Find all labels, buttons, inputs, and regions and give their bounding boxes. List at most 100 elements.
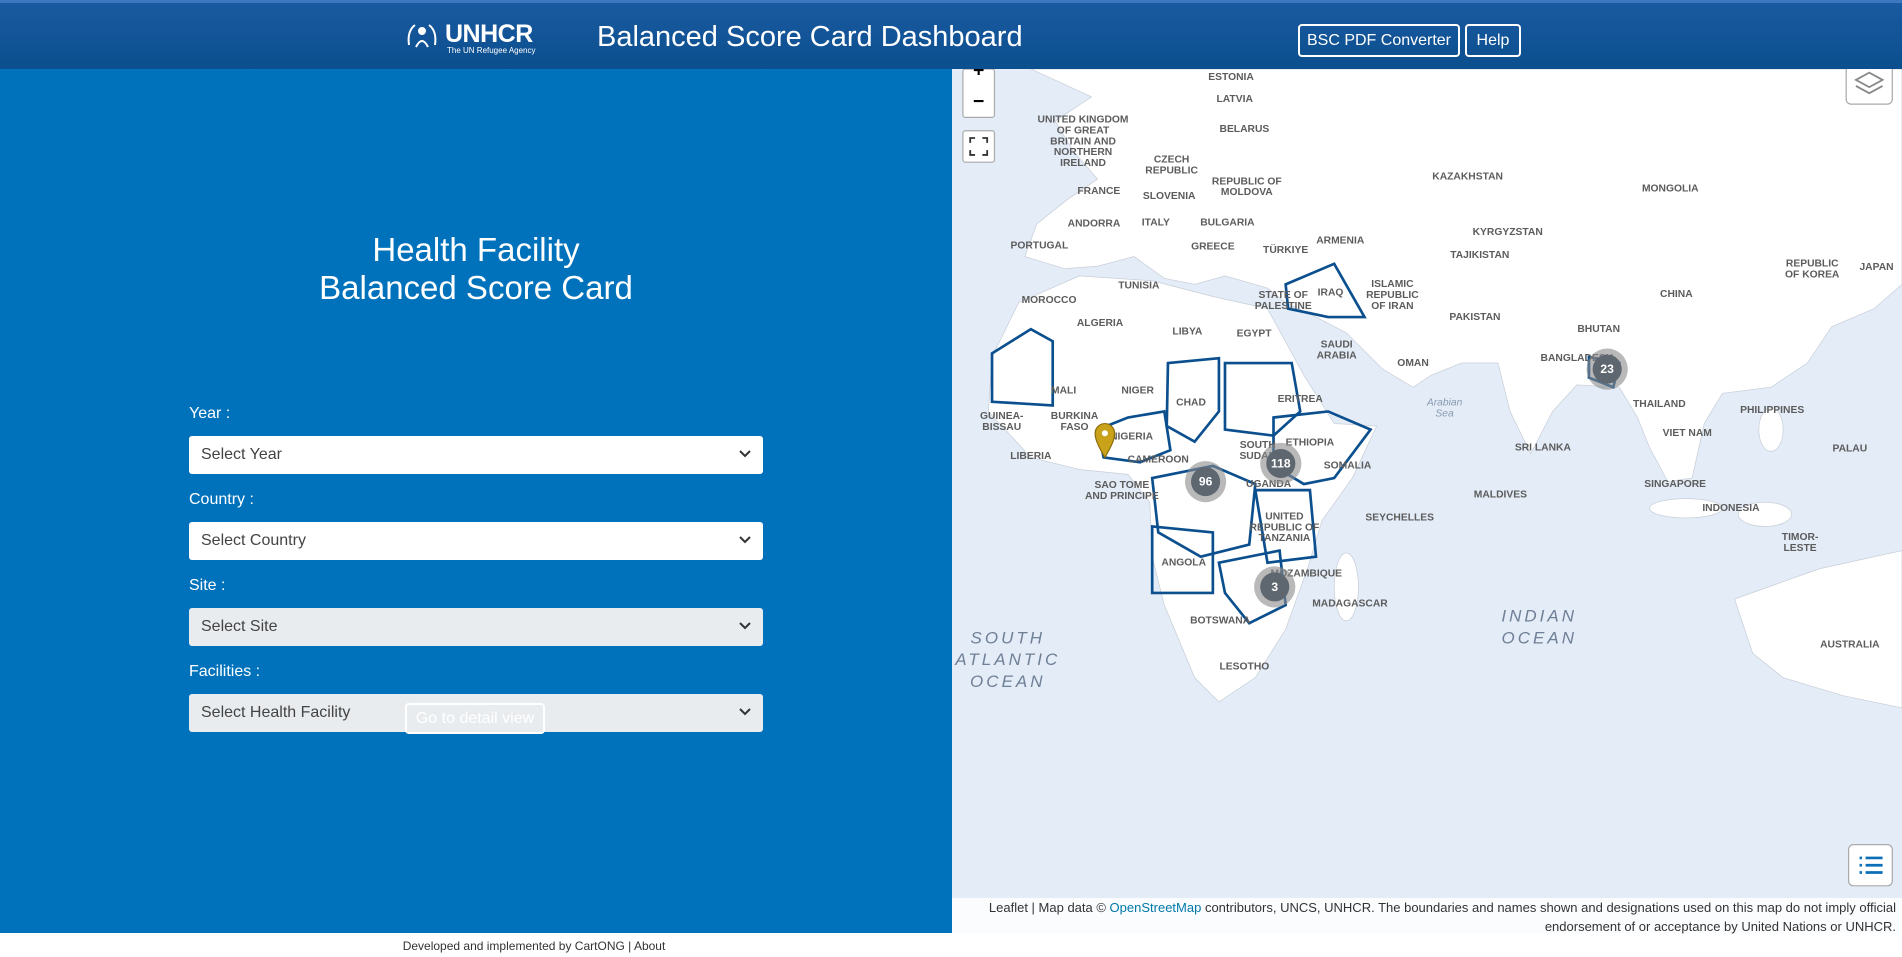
water-label: OCEAN xyxy=(970,672,1046,691)
country-label: SINGAPORE xyxy=(1644,479,1706,490)
country-label: ISLAMIC xyxy=(1371,279,1414,290)
country-label: NORTHERN xyxy=(1054,147,1112,158)
select[interactable]: Select Site xyxy=(189,608,763,646)
field-label: Year : xyxy=(189,405,231,422)
logo: UNHCR xyxy=(445,20,533,48)
select[interactable]: Select Health Facility xyxy=(189,694,763,732)
cluster[interactable] xyxy=(1266,448,1296,479)
country-label: FASO xyxy=(1061,422,1089,433)
select[interactable]: Select Country xyxy=(189,522,763,560)
footer: Developed and implemented by CartONG | A… xyxy=(402,939,666,953)
country-label: TÜRKIYE xyxy=(1263,243,1308,256)
country-label: IRELAND xyxy=(1060,158,1106,169)
title-line: Health Facility xyxy=(372,231,580,268)
country-label: MOROCCO xyxy=(1022,295,1077,306)
chevron-path xyxy=(739,708,751,716)
button[interactable]: BSC PDF Converter xyxy=(1298,24,1460,57)
country-label: SAO TOME xyxy=(1094,480,1149,491)
country-label: IRAQ xyxy=(1318,288,1344,299)
country-label: THAILAND xyxy=(1633,399,1686,410)
country-label: ANDORRA xyxy=(1068,219,1121,230)
country-label: GUINEA- xyxy=(980,411,1024,422)
country-label: REPUBLIC xyxy=(1786,259,1839,270)
logo-subtitle: The UN Refugee Agency xyxy=(447,46,536,55)
country-label: OMAN xyxy=(1397,358,1428,369)
country-label: MADAGASCAR xyxy=(1312,599,1388,610)
country-label: MOZAMBIQUE xyxy=(1271,568,1343,579)
country-label: UGANDA xyxy=(1246,479,1292,490)
water-label: SOUTH xyxy=(971,628,1046,647)
country-label: LESTE xyxy=(1783,543,1816,554)
country-label: MONGOLIA xyxy=(1642,184,1699,195)
country-label: SLOVENIA xyxy=(1143,191,1196,202)
select-placeholder: Select Health Facility xyxy=(201,704,351,721)
country-label: ALGERIA xyxy=(1077,318,1124,329)
form-panel: Health Facility Balanced Score Card Year… xyxy=(0,69,952,933)
country-label: UNITED xyxy=(1265,511,1303,522)
country-label: VIET NAM xyxy=(1663,428,1712,439)
country-label: OF IRAN xyxy=(1371,301,1413,312)
logo-icon xyxy=(407,24,437,48)
cluster[interactable] xyxy=(1592,354,1622,384)
site-marker[interactable] xyxy=(1094,422,1116,459)
country-label: PORTUGAL xyxy=(1010,240,1068,251)
country-label: UNITED KINGDOM xyxy=(1038,115,1129,126)
attribution-link[interactable]: OpenStreetMap xyxy=(1109,900,1202,915)
country-label: NIGER xyxy=(1121,386,1154,397)
submit-button[interactable]: Go to detail view xyxy=(405,703,545,734)
attribution-text: endorsement of or acceptance by United N… xyxy=(1544,919,1896,934)
header: UNHCR The UN Refugee Agency Balanced Sco… xyxy=(0,0,1902,69)
country-label: FRANCE xyxy=(1077,186,1120,197)
country-label: BANGLADESH xyxy=(1541,353,1614,364)
attribution-bg xyxy=(952,897,1902,933)
country-label: BISSAU xyxy=(982,422,1021,433)
zoom-control: + − xyxy=(962,69,1893,887)
country-label: REPUBLIC xyxy=(1366,290,1419,301)
zoom-out[interactable]: − xyxy=(973,91,984,113)
country-label: CAMEROON xyxy=(1128,455,1189,466)
country-label: BURKINA xyxy=(1051,411,1099,422)
country-label: SEYCHELLES xyxy=(1365,513,1434,524)
country-label: MOLDOVA xyxy=(1221,187,1273,198)
chevron xyxy=(739,708,751,716)
country-label: SOUTH xyxy=(1240,440,1276,451)
chevron xyxy=(739,536,751,544)
select[interactable]: Select Year xyxy=(189,436,763,474)
button[interactable]: Help xyxy=(1465,24,1521,57)
cluster[interactable] xyxy=(1191,467,1221,497)
country-label: LATVIA xyxy=(1216,94,1253,105)
country-label: AUSTRALIA xyxy=(1820,640,1880,651)
country-label: REPUBLIC OF xyxy=(1250,522,1320,533)
zoom-in[interactable]: + xyxy=(973,69,984,81)
country-label: BHUTAN xyxy=(1577,324,1620,335)
country-label: PALESTINE xyxy=(1255,301,1312,312)
country-label: ERITREA xyxy=(1278,394,1324,405)
form-title: Health Facility Balanced Score Card xyxy=(0,231,952,307)
country-label: KYRGYZSTAN xyxy=(1473,227,1543,238)
select-placeholder: Select Site xyxy=(201,618,278,635)
country-label: ARABIA xyxy=(1317,351,1358,362)
country-label: PALAU xyxy=(1832,444,1867,455)
field-label: Country : xyxy=(189,491,254,508)
water-label: INDIAN xyxy=(1501,607,1577,626)
field-label: Facilities : xyxy=(189,663,261,680)
country-label: BELARUS xyxy=(1220,124,1270,135)
cluster[interactable] xyxy=(1260,572,1290,602)
fullscreen-button[interactable] xyxy=(962,130,996,163)
water-label: OCEAN xyxy=(1501,628,1577,647)
country-label: INDONESIA xyxy=(1702,503,1760,514)
chevron-path xyxy=(739,622,751,630)
country-label: TANZANIA xyxy=(1259,533,1311,544)
attribution-text: contributors, UNCS, UNHCR. The boundarie… xyxy=(1201,900,1896,915)
country-label: REPUBLIC xyxy=(1145,165,1198,176)
chevron-path xyxy=(739,536,751,544)
country-label: REPUBLIC OF xyxy=(1212,176,1282,187)
country-label: OF KOREA xyxy=(1785,269,1840,280)
country-label: GREECE xyxy=(1191,242,1235,253)
country-label: CHINA xyxy=(1660,289,1693,300)
legend-icon xyxy=(1859,856,1883,874)
country-label: MALDIVES xyxy=(1474,490,1527,501)
country-label: TIMOR- xyxy=(1782,532,1819,543)
